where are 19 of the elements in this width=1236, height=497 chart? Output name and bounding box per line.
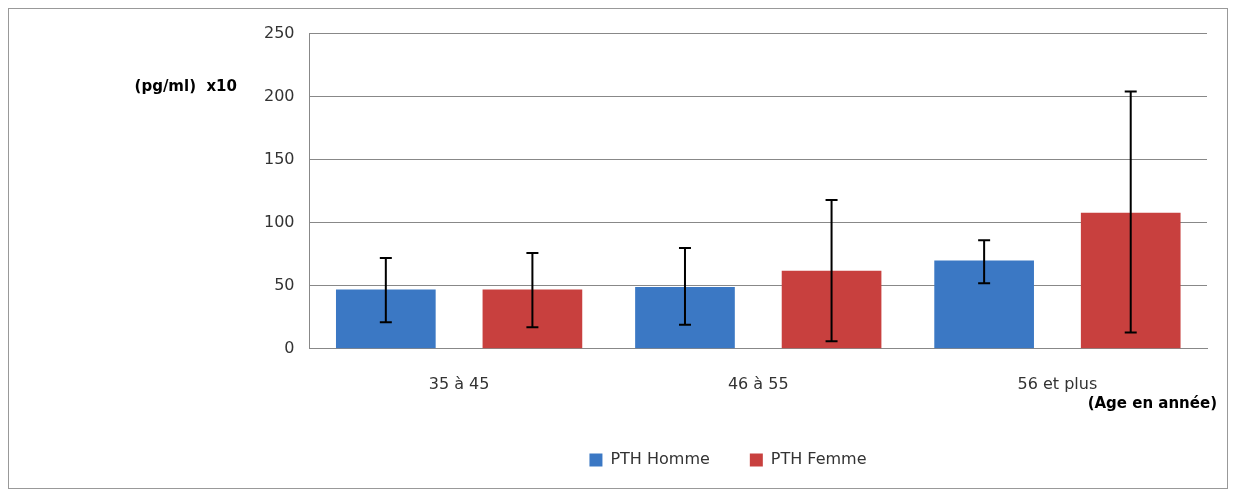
y-tick-label: 250 xyxy=(263,22,295,42)
y-tick-label: 150 xyxy=(263,148,295,168)
bar xyxy=(934,260,1034,349)
bar xyxy=(1080,212,1181,349)
x-axis-title: (Age en année) xyxy=(1087,393,1217,412)
y-tick-label: 0 xyxy=(284,337,295,357)
bar xyxy=(482,289,583,349)
x-tick-label: 46 à 55 xyxy=(727,373,789,393)
bar xyxy=(781,270,882,349)
x-tick-label: 35 à 45 xyxy=(428,373,490,393)
y-tick-label: 50 xyxy=(274,274,295,294)
bar xyxy=(635,287,735,349)
legend-label: PTH Homme xyxy=(610,449,710,469)
legend-label: PTH Femme xyxy=(770,449,867,469)
x-tick-label: 56 et plus xyxy=(1017,373,1098,393)
y-tick-label: 200 xyxy=(263,85,295,105)
bar xyxy=(335,289,436,349)
y-axis-title: (pg/ml) x10 xyxy=(134,76,237,95)
y-tick-label: 100 xyxy=(263,211,295,231)
